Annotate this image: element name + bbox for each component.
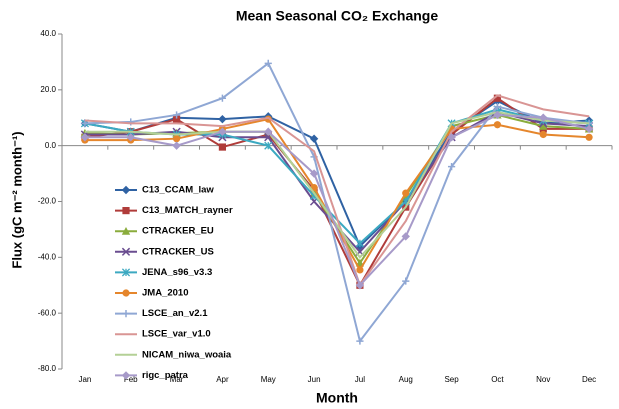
legend-marker (122, 310, 130, 318)
x-tick-label: Aug (399, 375, 413, 384)
series-line (84, 96, 590, 288)
marker (585, 133, 593, 141)
legend-label: C13_CCAM_law (142, 185, 214, 196)
marker (355, 281, 365, 290)
marker (401, 232, 410, 241)
marker (126, 133, 135, 142)
y-tick-label: 0.0 (45, 141, 57, 150)
y-axis-label: Flux (gC m⁻² month⁻¹) (9, 131, 24, 268)
legend-marker (121, 247, 131, 256)
legend-label: CTRACKER_EU (142, 226, 214, 237)
marker (172, 115, 181, 123)
marker (172, 111, 181, 119)
chart-title: Mean Seasonal CO₂ Exchange (236, 8, 439, 24)
legend-label: rigc_patra (142, 370, 189, 381)
legend-label: LSCE_an_v2.1 (142, 308, 208, 319)
marker (447, 133, 456, 142)
x-tick-label: Mar (170, 375, 184, 384)
y-tick-label: 40.0 (40, 29, 56, 38)
legend-label: C13_MATCH_rayner (142, 205, 233, 216)
y-tick-label: -60.0 (38, 308, 57, 317)
marker (402, 277, 410, 285)
marker (493, 121, 502, 129)
x-tick-label: Jul (355, 375, 365, 384)
legend-marker (122, 289, 130, 297)
series-line (84, 94, 590, 288)
marker (172, 135, 181, 143)
marker (127, 118, 135, 126)
y-tick-label: -20.0 (38, 197, 57, 206)
marker (218, 114, 227, 124)
x-tick-label: Jun (308, 375, 321, 384)
x-tick-label: Dec (582, 375, 596, 384)
marker (356, 266, 364, 274)
y-tick-label: 20.0 (40, 85, 56, 94)
legend-label: JENA_s96_v3.3 (142, 267, 212, 278)
legend-marker (122, 207, 130, 215)
marker (493, 110, 502, 120)
marker (309, 169, 319, 178)
legend-marker (121, 371, 131, 380)
x-tick-label: May (261, 375, 276, 384)
marker (493, 94, 502, 102)
marker (402, 189, 410, 197)
x-tick-label: Jan (78, 375, 91, 384)
legend-marker (121, 268, 131, 277)
marker (80, 133, 90, 142)
marker (218, 94, 227, 102)
marker (539, 121, 548, 130)
x-tick-label: Oct (491, 375, 504, 384)
legend-marker (121, 185, 131, 195)
marker (264, 127, 273, 136)
legend-label: JMA_2010 (142, 288, 188, 299)
marker (264, 141, 273, 150)
x-tick-label: Feb (124, 375, 138, 384)
legend-label: NICAM_niwa_woaia (142, 349, 232, 360)
marker (218, 143, 227, 151)
marker (584, 124, 594, 134)
marker (493, 102, 502, 111)
marker (264, 59, 272, 67)
series-line (84, 61, 590, 344)
marker (447, 163, 456, 171)
marker (218, 127, 227, 136)
legend-label: LSCE_var_v1.0 (142, 329, 211, 340)
marker (309, 134, 319, 143)
marker (356, 337, 364, 345)
y-tick-label: -80.0 (38, 364, 57, 373)
marker (539, 113, 548, 122)
series-line (84, 108, 590, 245)
marker (355, 239, 364, 248)
marker (172, 141, 181, 150)
legend-label: CTRACKER_US (142, 246, 214, 257)
marker (539, 130, 547, 139)
series-line (84, 113, 590, 288)
y-tick-label: -40.0 (38, 252, 57, 261)
x-axis-label: Month (316, 390, 358, 406)
x-tick-label: Sep (444, 375, 459, 384)
x-tick-label: Nov (536, 375, 550, 384)
series-line (84, 99, 590, 248)
legend-marker (121, 227, 131, 235)
series-line (84, 111, 590, 259)
x-tick-label: Apr (216, 375, 229, 384)
